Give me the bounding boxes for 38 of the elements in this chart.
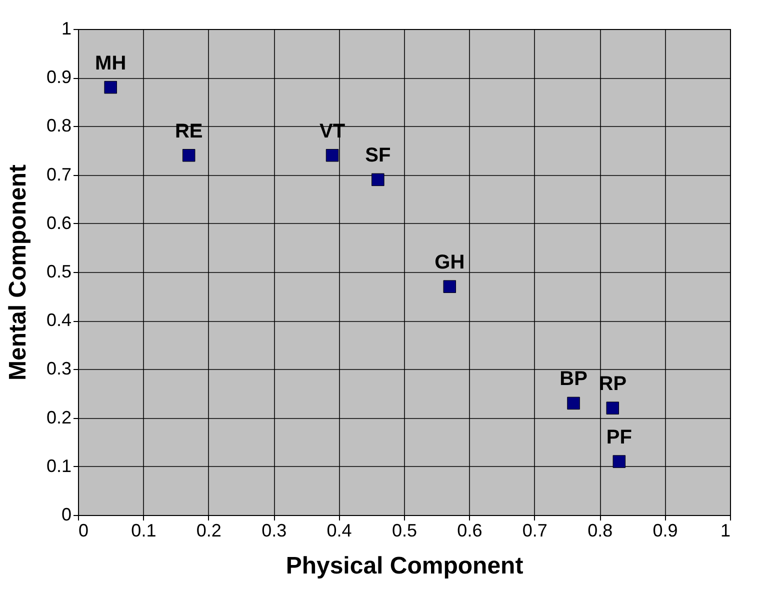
y-tick-label: 0.7 xyxy=(46,164,72,184)
x-tick-label: 0.5 xyxy=(392,520,418,540)
y-tick-label: 0.1 xyxy=(46,456,72,476)
x-tick-label: 1 xyxy=(720,520,730,540)
y-tick-label: 0.3 xyxy=(46,358,72,379)
annotation: SF xyxy=(365,144,391,167)
x-tick-label: 0.3 xyxy=(262,520,287,540)
point xyxy=(372,173,384,186)
y-tick-label: 0.6 xyxy=(46,212,72,233)
y-tick-label: 0.4 xyxy=(46,310,72,330)
y-tick-label: 1 xyxy=(61,18,72,38)
x-tick-label: 0 xyxy=(78,520,89,540)
x-tick-label: 0.8 xyxy=(588,520,613,540)
annotation: BP xyxy=(560,368,588,390)
x-axis-title: Physical Component xyxy=(286,552,524,580)
annotation: RE xyxy=(174,120,203,142)
x-tick-label: 0.6 xyxy=(457,520,482,540)
annotation: PF xyxy=(606,426,632,449)
y-tick-label: 0.8 xyxy=(46,116,72,136)
point xyxy=(606,402,620,414)
x-tick-label: 0.4 xyxy=(326,520,352,540)
point xyxy=(104,80,117,94)
x-tick-label: 0.9 xyxy=(652,520,678,540)
point xyxy=(326,148,339,162)
y-tick-label: 0.9 xyxy=(46,67,72,88)
annotation: MH xyxy=(95,52,126,74)
y-tick-label: 0.2 xyxy=(46,407,72,428)
annotation: GH xyxy=(434,252,465,274)
point xyxy=(443,280,456,293)
point xyxy=(612,455,626,468)
point xyxy=(567,396,580,410)
y-axis-title: Mental Component xyxy=(4,164,32,380)
point xyxy=(182,148,196,162)
x-tick-label: 0.2 xyxy=(196,520,222,540)
x-tick-label: 0.1 xyxy=(131,520,156,540)
y-tick-label: 0 xyxy=(61,504,72,524)
y-tick-label: 0.5 xyxy=(46,262,72,282)
x-tick-label: 0.7 xyxy=(522,520,548,540)
